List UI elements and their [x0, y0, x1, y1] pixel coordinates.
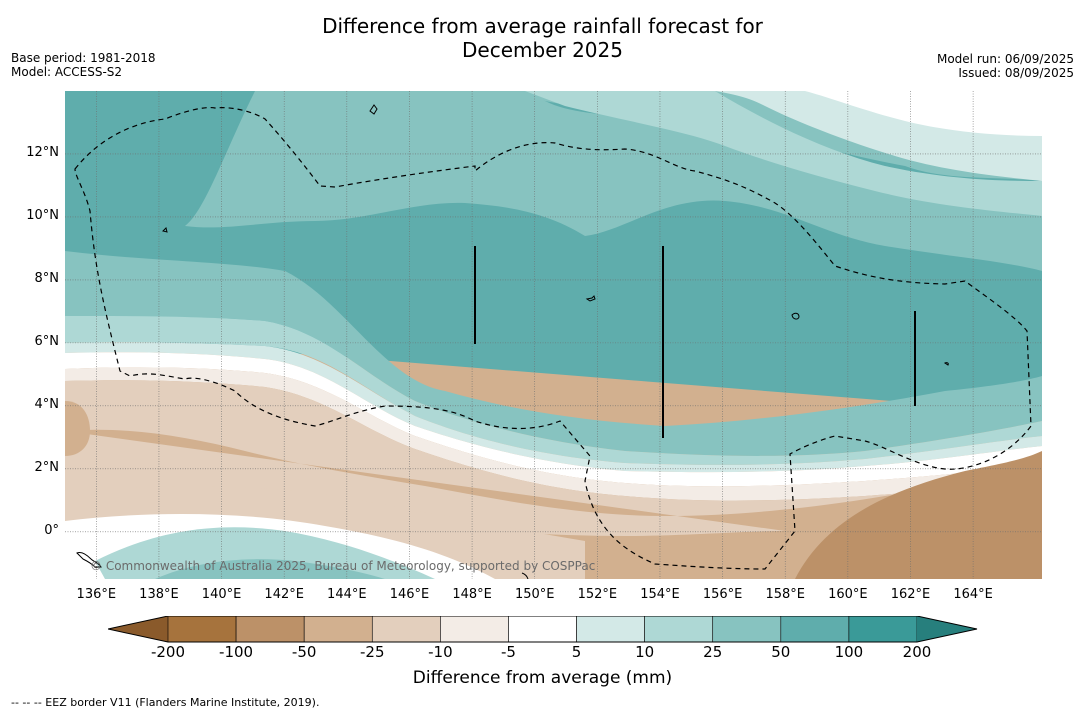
lon-tick-label: 136°E	[76, 587, 117, 602]
lat-tick-label: 0°	[44, 522, 59, 538]
lon-tick-label: 138°E	[139, 587, 179, 602]
lon-tick-label: 146°E	[389, 587, 430, 602]
lon-tick-label: 150°E	[514, 587, 555, 602]
colorbar-tick-label: -50	[291, 643, 317, 661]
colorbar-segment	[235, 616, 305, 643]
lat-tick-label: 4°N	[34, 396, 60, 412]
lat-tick-label: 10°N	[26, 207, 59, 223]
island-marker	[162, 227, 168, 233]
colorbar-tick-label: -200	[150, 643, 186, 661]
colorbar-segment	[780, 616, 850, 643]
colorbar-tick-label: 10	[635, 643, 655, 661]
colorbar-segments	[167, 616, 918, 643]
gridlines	[65, 91, 1042, 579]
island-marker	[76, 552, 102, 568]
lon-tick-label: 158°E	[765, 587, 805, 602]
lon-tick-label: 164°E	[953, 587, 993, 602]
copyright-notice: © Commonwealth of Australia 2025, Bureau…	[90, 559, 596, 573]
colorbar	[108, 616, 978, 643]
island-marker	[944, 362, 949, 366]
lon-tick-label: 156°E	[702, 587, 743, 602]
lon-tick-label: 148°E	[452, 587, 492, 602]
island-marker	[791, 312, 800, 320]
model-run-info: Model run: 06/09/2025 Issued: 08/09/2025	[937, 52, 1074, 80]
band-white-mid	[65, 352, 1042, 487]
colorbar-segment	[440, 616, 509, 643]
colorbar-segment	[303, 616, 373, 643]
eez-border	[74, 106, 1032, 570]
colorbar-low-extend	[108, 616, 168, 642]
base-period-info: Base period: 1981-2018 Model: ACCESS-S2	[11, 51, 156, 79]
title-line-2: December 2025	[462, 38, 623, 62]
colorbar-tick-label: 100	[834, 643, 864, 661]
model-name: Model: ACCESS-S2	[11, 65, 123, 79]
island-marker	[585, 295, 596, 302]
colorbar-tick-label: 50	[771, 643, 791, 661]
title-line-1: Difference from average rainfall forecas…	[322, 14, 763, 38]
colorbar-tick-label: -5	[500, 643, 516, 661]
colorbar-segment	[712, 616, 782, 643]
band-10-25-top	[525, 91, 1042, 216]
colorbar-segment	[576, 616, 645, 643]
lon-tick-label: 144°E	[327, 587, 367, 602]
colorbar-tick-label: 200	[902, 643, 932, 661]
eez-footnote: -- -- -- EEZ border V11 (Flanders Marine…	[11, 696, 320, 709]
base-period: Base period: 1981-2018	[11, 51, 156, 65]
lon-tick-label: 152°E	[577, 587, 618, 602]
colorbar-segment	[167, 616, 237, 643]
island-marker	[521, 572, 529, 579]
colorbar-segment	[508, 616, 577, 643]
band-10-25-lower	[65, 316, 1042, 465]
island-marker	[369, 104, 378, 115]
rainfall-map	[65, 91, 1042, 579]
colorbar-title: Difference from average (mm)	[412, 668, 673, 688]
band-teal-lower-left	[95, 527, 435, 579]
colorbar-tick-label: 25	[703, 643, 723, 661]
issued-date: Issued: 08/09/2025	[958, 66, 1074, 80]
model-run-date: Model run: 06/09/2025	[936, 52, 1074, 66]
lat-tick-label: 2°N	[34, 459, 60, 475]
chart-title: Difference from average rainfall forecas…	[0, 14, 1085, 62]
lon-tick-label: 160°E	[828, 587, 868, 602]
colorbar-tick-label: 5	[571, 643, 582, 661]
band-25-50-lower	[65, 251, 1042, 456]
lon-tick-label: 142°E	[264, 587, 304, 602]
band-white-top	[725, 91, 1042, 136]
lat-tick-label: 8°N	[34, 270, 60, 286]
colorbar-outline	[108, 616, 978, 643]
band-teal-lower-left-2	[155, 559, 385, 579]
lon-tick-label: 154°E	[640, 587, 680, 602]
band-minus50-minus100	[795, 451, 1042, 579]
colorbar-segment	[644, 616, 714, 643]
colorbar-high-extend	[917, 616, 977, 642]
band-25-50-mid	[185, 91, 1042, 271]
colorbar-tick-label: -100	[219, 643, 254, 661]
colorbar-tick-label: -10	[428, 643, 453, 661]
lat-tick-label: 12°N	[26, 144, 59, 160]
lat-tick-label: 6°N	[34, 333, 60, 349]
lon-tick-label: 162°E	[890, 587, 931, 602]
colorbar-segment	[848, 616, 918, 643]
brown-blob-left	[65, 401, 90, 456]
colorbar-segment	[371, 616, 441, 643]
colorbar-tick-label: -25	[360, 643, 385, 661]
lon-tick-label: 140°E	[201, 587, 242, 602]
islands	[76, 104, 949, 579]
